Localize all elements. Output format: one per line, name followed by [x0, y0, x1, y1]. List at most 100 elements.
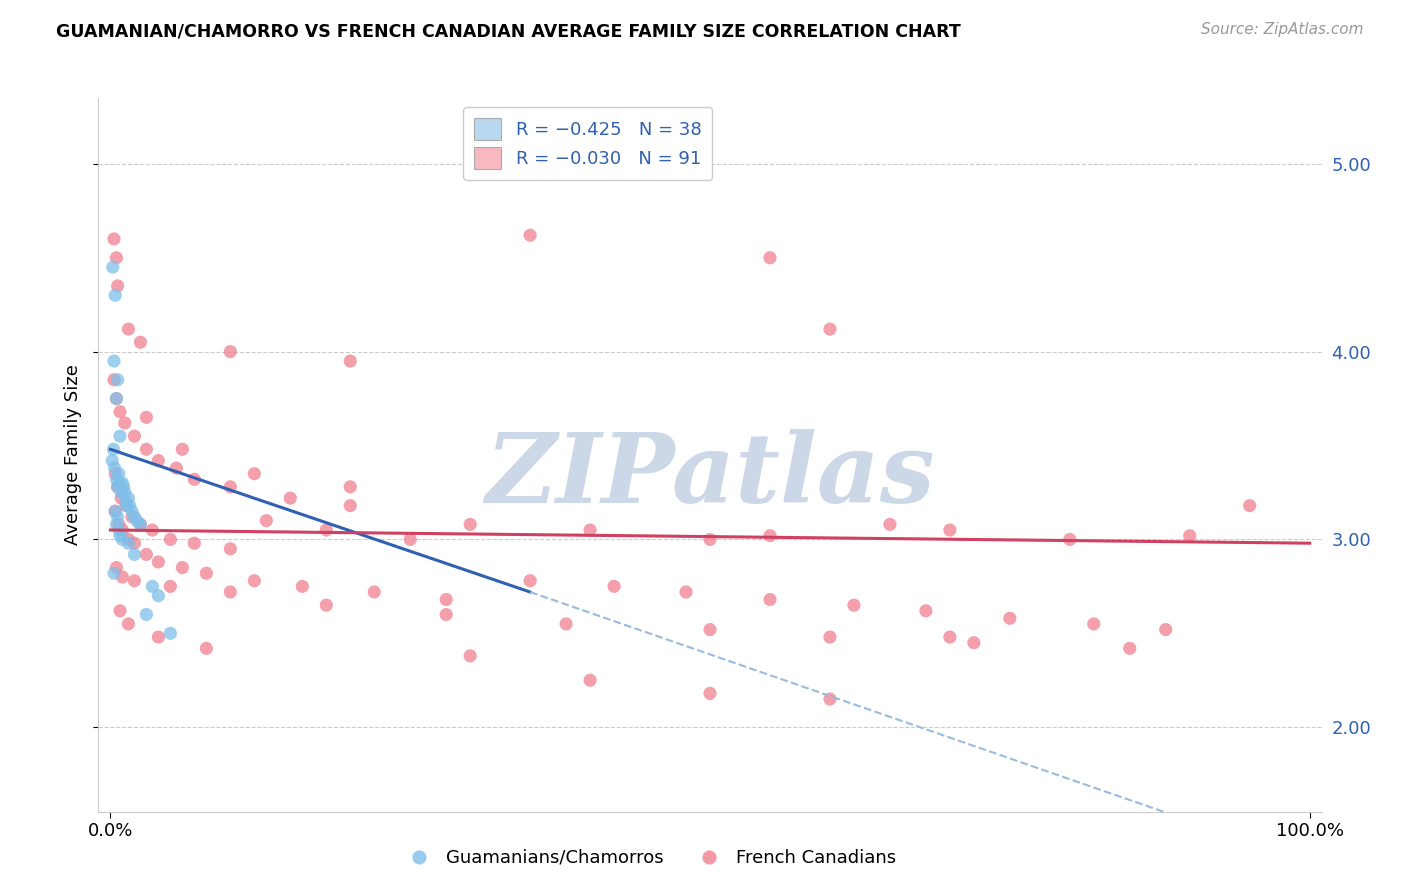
- Point: [579, 673, 602, 688]
- Point: [105, 392, 128, 406]
- Point: [699, 686, 721, 700]
- Point: [107, 279, 129, 293]
- Point: [117, 616, 139, 631]
- Point: [110, 491, 132, 505]
- Point: [107, 373, 129, 387]
- Point: [219, 480, 242, 494]
- Point: [125, 514, 148, 528]
- Point: [842, 598, 865, 612]
- Y-axis label: Average Family Size: Average Family Size: [65, 365, 83, 545]
- Point: [129, 517, 152, 532]
- Point: [315, 523, 337, 537]
- Point: [148, 555, 170, 569]
- Point: [1239, 499, 1261, 513]
- Point: [135, 410, 157, 425]
- Point: [124, 509, 146, 524]
- Point: [108, 517, 131, 532]
- Point: [1154, 623, 1177, 637]
- Point: [129, 517, 152, 532]
- Point: [519, 574, 541, 588]
- Legend: Guamanians/Chamorros, French Canadians: Guamanians/Chamorros, French Canadians: [394, 842, 904, 874]
- Point: [105, 392, 128, 406]
- Point: [939, 630, 962, 644]
- Point: [159, 533, 181, 547]
- Point: [104, 461, 127, 475]
- Point: [183, 472, 205, 486]
- Text: Source: ZipAtlas.com: Source: ZipAtlas.com: [1201, 22, 1364, 37]
- Point: [104, 467, 127, 481]
- Text: GUAMANIAN/CHAMORRO VS FRENCH CANADIAN AVERAGE FAMILY SIZE CORRELATION CHART: GUAMANIAN/CHAMORRO VS FRENCH CANADIAN AV…: [56, 22, 960, 40]
- Point: [112, 480, 135, 494]
- Point: [699, 623, 721, 637]
- Point: [172, 442, 194, 457]
- Point: [579, 523, 602, 537]
- Point: [759, 251, 782, 265]
- Point: [339, 354, 361, 368]
- Point: [434, 592, 457, 607]
- Point: [254, 514, 277, 528]
- Point: [117, 536, 139, 550]
- Point: [172, 560, 194, 574]
- Point: [105, 251, 128, 265]
- Point: [1178, 529, 1201, 543]
- Point: [107, 509, 129, 524]
- Point: [458, 648, 481, 663]
- Point: [315, 598, 337, 612]
- Point: [103, 442, 125, 457]
- Point: [939, 523, 962, 537]
- Point: [121, 504, 143, 518]
- Point: [219, 541, 242, 556]
- Point: [555, 616, 578, 631]
- Point: [111, 476, 134, 491]
- Point: [603, 579, 626, 593]
- Point: [879, 517, 901, 532]
- Point: [1059, 533, 1081, 547]
- Point: [165, 461, 187, 475]
- Point: [115, 495, 138, 509]
- Point: [141, 523, 163, 537]
- Point: [195, 566, 218, 581]
- Point: [759, 592, 782, 607]
- Point: [148, 453, 170, 467]
- Point: [103, 232, 125, 246]
- Point: [103, 373, 125, 387]
- Point: [107, 480, 129, 494]
- Point: [105, 517, 128, 532]
- Point: [243, 467, 266, 481]
- Point: [105, 560, 128, 574]
- Point: [243, 574, 266, 588]
- Point: [110, 485, 132, 500]
- Point: [104, 288, 127, 302]
- Point: [117, 533, 139, 547]
- Point: [115, 499, 138, 513]
- Point: [434, 607, 457, 622]
- Point: [124, 429, 146, 443]
- Point: [148, 630, 170, 644]
- Point: [1119, 641, 1142, 656]
- Point: [699, 533, 721, 547]
- Point: [103, 566, 125, 581]
- Point: [104, 504, 127, 518]
- Point: [278, 491, 301, 505]
- Point: [135, 548, 157, 562]
- Point: [159, 626, 181, 640]
- Point: [148, 589, 170, 603]
- Point: [339, 480, 361, 494]
- Point: [291, 579, 314, 593]
- Point: [108, 476, 131, 491]
- Point: [111, 570, 134, 584]
- Point: [519, 228, 541, 243]
- Point: [115, 499, 138, 513]
- Point: [399, 533, 422, 547]
- Point: [1083, 616, 1105, 631]
- Point: [108, 523, 131, 537]
- Point: [135, 442, 157, 457]
- Point: [759, 529, 782, 543]
- Point: [915, 604, 938, 618]
- Point: [124, 574, 146, 588]
- Point: [118, 499, 141, 513]
- Point: [101, 260, 124, 274]
- Point: [114, 485, 136, 500]
- Point: [117, 491, 139, 505]
- Point: [183, 536, 205, 550]
